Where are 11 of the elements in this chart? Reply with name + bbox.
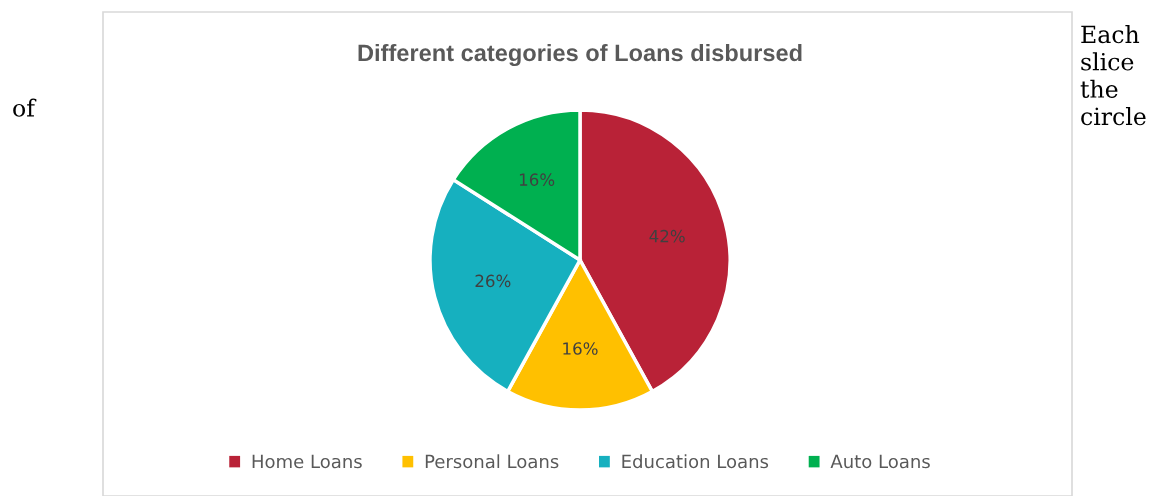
data-label: 16%: [519, 173, 555, 186]
text: of: [13, 98, 37, 117]
legend-label: Education Loans: [622, 454, 769, 469]
data-label: 26%: [475, 274, 511, 288]
legend-label: Auto Loans: [830, 454, 930, 469]
data-label: 42%: [649, 229, 685, 243]
chart-title: Different categories of Loans disbursed: [358, 43, 802, 67]
data-label: 16%: [563, 342, 598, 355]
legend-label: Home Loans: [252, 454, 362, 469]
text: Each slice the circle: [1080, 25, 1146, 126]
legend-label: Personal Loans: [425, 454, 559, 469]
